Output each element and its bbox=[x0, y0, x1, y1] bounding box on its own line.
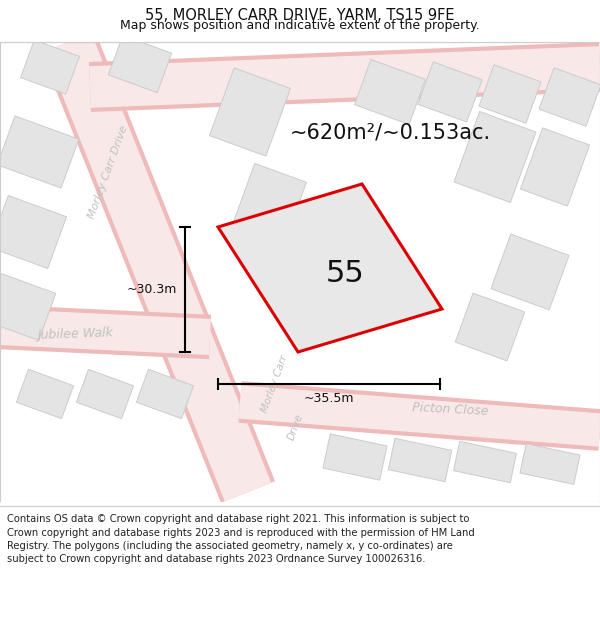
Bar bbox=[233, 164, 307, 241]
Text: 55: 55 bbox=[326, 259, 364, 288]
Bar bbox=[16, 369, 74, 419]
Text: Map shows position and indicative extent of the property.: Map shows position and indicative extent… bbox=[120, 19, 480, 31]
Bar bbox=[76, 369, 134, 419]
Text: ~620m²/~0.153ac.: ~620m²/~0.153ac. bbox=[290, 122, 491, 142]
Bar bbox=[136, 369, 194, 419]
Bar bbox=[209, 68, 290, 156]
Bar bbox=[355, 59, 425, 124]
Bar bbox=[491, 234, 569, 310]
Bar bbox=[454, 111, 536, 202]
Text: Drive: Drive bbox=[287, 412, 305, 442]
Text: 55, MORLEY CARR DRIVE, YARM, TS15 9FE: 55, MORLEY CARR DRIVE, YARM, TS15 9FE bbox=[145, 8, 455, 23]
Bar bbox=[109, 36, 172, 92]
Bar bbox=[479, 65, 541, 123]
Bar bbox=[520, 444, 580, 484]
Text: Morley Carr: Morley Carr bbox=[260, 354, 290, 414]
Text: ~30.3m: ~30.3m bbox=[127, 283, 177, 296]
Text: Picton Close: Picton Close bbox=[412, 401, 488, 419]
Bar bbox=[20, 40, 79, 94]
Bar bbox=[0, 196, 67, 269]
Bar bbox=[520, 128, 590, 206]
Text: Jubilee Walk: Jubilee Walk bbox=[37, 326, 113, 342]
Bar bbox=[539, 68, 600, 126]
Text: Morley Carr Drive: Morley Carr Drive bbox=[86, 124, 130, 220]
Bar bbox=[0, 274, 56, 341]
Bar bbox=[0, 116, 79, 188]
Text: Contains OS data © Crown copyright and database right 2021. This information is : Contains OS data © Crown copyright and d… bbox=[7, 514, 475, 564]
Text: ~35.5m: ~35.5m bbox=[304, 392, 354, 405]
Bar bbox=[454, 441, 517, 483]
Bar bbox=[418, 62, 482, 122]
Bar bbox=[323, 434, 387, 480]
Bar bbox=[455, 293, 525, 361]
Bar bbox=[388, 438, 452, 482]
Polygon shape bbox=[218, 184, 442, 352]
